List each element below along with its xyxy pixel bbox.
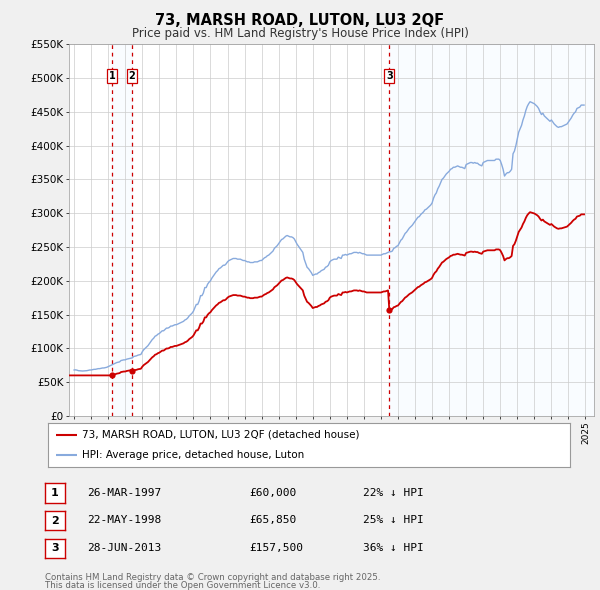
Text: This data is licensed under the Open Government Licence v3.0.: This data is licensed under the Open Gov… — [45, 581, 320, 590]
Text: 28-JUN-2013: 28-JUN-2013 — [87, 543, 161, 553]
Text: Contains HM Land Registry data © Crown copyright and database right 2025.: Contains HM Land Registry data © Crown c… — [45, 572, 380, 582]
Text: 2: 2 — [128, 71, 135, 81]
Bar — [112, 44, 132, 416]
Text: 2: 2 — [51, 516, 59, 526]
Text: 22-MAY-1998: 22-MAY-1998 — [87, 516, 161, 525]
Text: 26-MAR-1997: 26-MAR-1997 — [87, 488, 161, 497]
Text: 3: 3 — [51, 543, 59, 553]
Text: £65,850: £65,850 — [249, 516, 296, 525]
Text: £157,500: £157,500 — [249, 543, 303, 553]
Text: 22% ↓ HPI: 22% ↓ HPI — [363, 488, 424, 497]
Text: 73, MARSH ROAD, LUTON, LU3 2QF (detached house): 73, MARSH ROAD, LUTON, LU3 2QF (detached… — [82, 430, 359, 440]
Bar — [389, 44, 594, 416]
Text: 3: 3 — [386, 71, 392, 81]
Text: £60,000: £60,000 — [249, 488, 296, 497]
Text: HPI: Average price, detached house, Luton: HPI: Average price, detached house, Luto… — [82, 450, 304, 460]
Text: Price paid vs. HM Land Registry's House Price Index (HPI): Price paid vs. HM Land Registry's House … — [131, 27, 469, 40]
Text: 36% ↓ HPI: 36% ↓ HPI — [363, 543, 424, 553]
Text: 73, MARSH ROAD, LUTON, LU3 2QF: 73, MARSH ROAD, LUTON, LU3 2QF — [155, 12, 445, 28]
Text: 25% ↓ HPI: 25% ↓ HPI — [363, 516, 424, 525]
Text: 1: 1 — [51, 488, 59, 498]
Text: 1: 1 — [109, 71, 115, 81]
